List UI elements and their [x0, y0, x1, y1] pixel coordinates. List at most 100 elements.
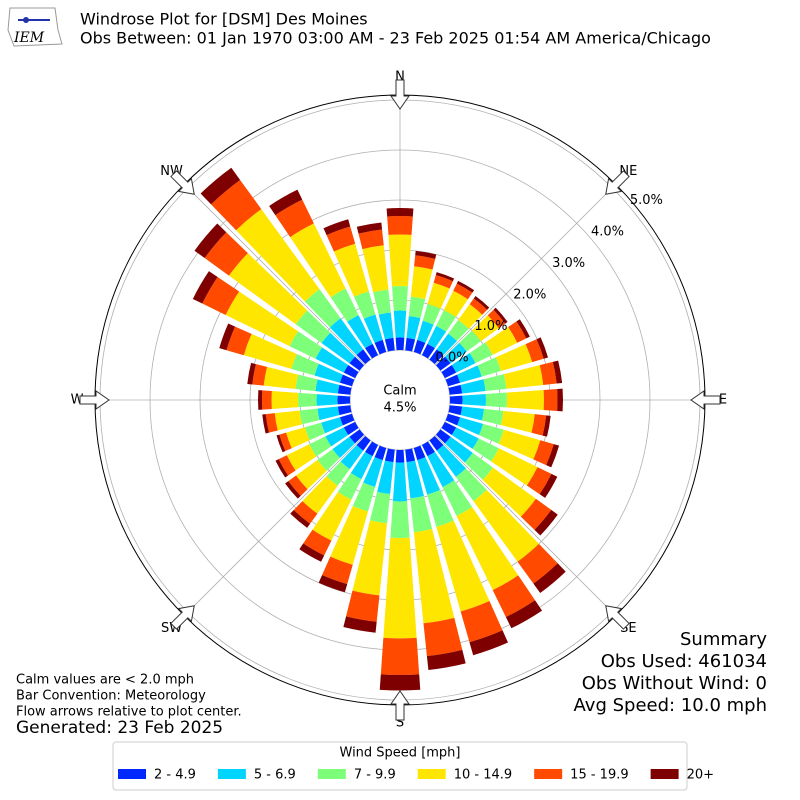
- bar-segment: [278, 455, 296, 476]
- bar-segment: [451, 427, 479, 449]
- bar-segment: [269, 189, 303, 216]
- bar-segment: [503, 365, 544, 389]
- bar-segment: [423, 617, 463, 657]
- bar-segment: [427, 451, 455, 488]
- bar-segment: [384, 337, 395, 352]
- bar-segment: [469, 630, 508, 656]
- bar-segment: [392, 286, 408, 311]
- flow-arrow: [605, 605, 630, 630]
- bar-segment: [290, 510, 311, 528]
- bar-segment: [459, 330, 481, 352]
- bar-segment: [405, 448, 416, 463]
- bar-segment: [406, 460, 424, 499]
- bar-segment: [429, 349, 444, 365]
- y-tick-label: 5.0%: [630, 193, 663, 208]
- bar-segment: [460, 600, 503, 643]
- svg-text:IEM: IEM: [13, 30, 45, 46]
- bar-segment: [252, 364, 268, 386]
- bar-segment: [436, 520, 490, 612]
- note: Bar Convention: Meteorology: [16, 689, 206, 704]
- bar-segment: [321, 332, 356, 364]
- bar-segment: [487, 309, 506, 329]
- bar-segment: [290, 223, 346, 298]
- bar-segment: [427, 282, 450, 309]
- y-tick-label: 0.0%: [436, 350, 469, 365]
- bar-segment: [378, 312, 394, 340]
- bar-segment: [500, 410, 535, 433]
- bar-segment: [427, 489, 454, 527]
- bar-segment: [343, 616, 377, 633]
- bar-segment: [392, 462, 408, 502]
- bar-segment: [536, 337, 549, 359]
- bar-segment: [380, 637, 420, 675]
- bar-segment: [526, 467, 552, 495]
- bar-segment: [325, 427, 349, 447]
- bar-segment: [204, 232, 248, 276]
- flow-arrow: [79, 390, 110, 410]
- bar-segment: [356, 349, 371, 365]
- bar-segment: [354, 291, 376, 319]
- bar-segment: [435, 429, 451, 444]
- bar-segment: [469, 342, 493, 364]
- bar-segment: [462, 394, 486, 406]
- bar-segment: [533, 563, 566, 593]
- bar-segment: [296, 459, 327, 490]
- bar-segment: [410, 496, 433, 533]
- bar-segment: [365, 343, 379, 359]
- bar-segment: [384, 448, 395, 463]
- bar-segment: [520, 498, 552, 530]
- bar-segment: [441, 365, 457, 379]
- bar-segment: [388, 234, 412, 287]
- bar-segment: [453, 283, 473, 300]
- bar-segment: [288, 475, 308, 496]
- bar-segment: [323, 219, 351, 236]
- bar-segment: [542, 415, 551, 437]
- bar-segment: [456, 506, 519, 591]
- bar-segment: [445, 374, 461, 387]
- bar-segment: [226, 326, 252, 356]
- summary-line: Obs Used: 461034: [601, 651, 767, 672]
- bar-segment: [448, 384, 463, 395]
- bar-segment: [491, 448, 538, 486]
- bar-segment: [533, 440, 554, 466]
- bar-segment: [410, 266, 433, 300]
- bar-segment: [395, 449, 405, 463]
- bar-segment: [194, 223, 227, 259]
- bar-segment: [495, 344, 533, 372]
- bar-segment: [482, 467, 536, 517]
- bar-segment: [373, 289, 391, 315]
- flow-arrow: [170, 170, 195, 195]
- bar-segment: [349, 429, 365, 444]
- summary-line: Obs Without Wind: 0: [582, 673, 767, 694]
- bar-segment: [506, 389, 544, 411]
- bar-segment: [406, 315, 421, 340]
- direction-label: S: [396, 716, 404, 731]
- bar-segment: [435, 272, 455, 282]
- bar-segment: [315, 347, 349, 373]
- bar-segment: [293, 501, 318, 524]
- bar-segment: [451, 353, 476, 373]
- bar-segment: [350, 451, 373, 480]
- legend-swatch: [534, 769, 563, 779]
- bar-segment: [337, 384, 352, 395]
- legend-swatch: [650, 769, 679, 779]
- note: Calm values are < 2.0 mph: [16, 673, 194, 688]
- bar-segment: [363, 314, 383, 343]
- bar-segment: [262, 414, 270, 434]
- legend-label: 5 - 6.9: [254, 768, 296, 783]
- bar-segment: [370, 491, 391, 524]
- legend-label: 2 - 4.9: [154, 768, 196, 783]
- calm-value: 4.5%: [383, 401, 416, 416]
- bar-segment: [286, 444, 317, 471]
- bar-segment: [358, 229, 384, 250]
- y-tick-label: 3.0%: [552, 256, 585, 271]
- bar-segment: [427, 325, 447, 349]
- bar-segment: [298, 392, 317, 408]
- chart-title: Windrose Plot for [DSM] Des Moines: [80, 10, 368, 29]
- bar-segment: [436, 333, 457, 356]
- spoke: [184, 184, 365, 365]
- bar-segment: [263, 366, 299, 390]
- bar-segment: [333, 243, 369, 297]
- bar-segment: [303, 529, 332, 556]
